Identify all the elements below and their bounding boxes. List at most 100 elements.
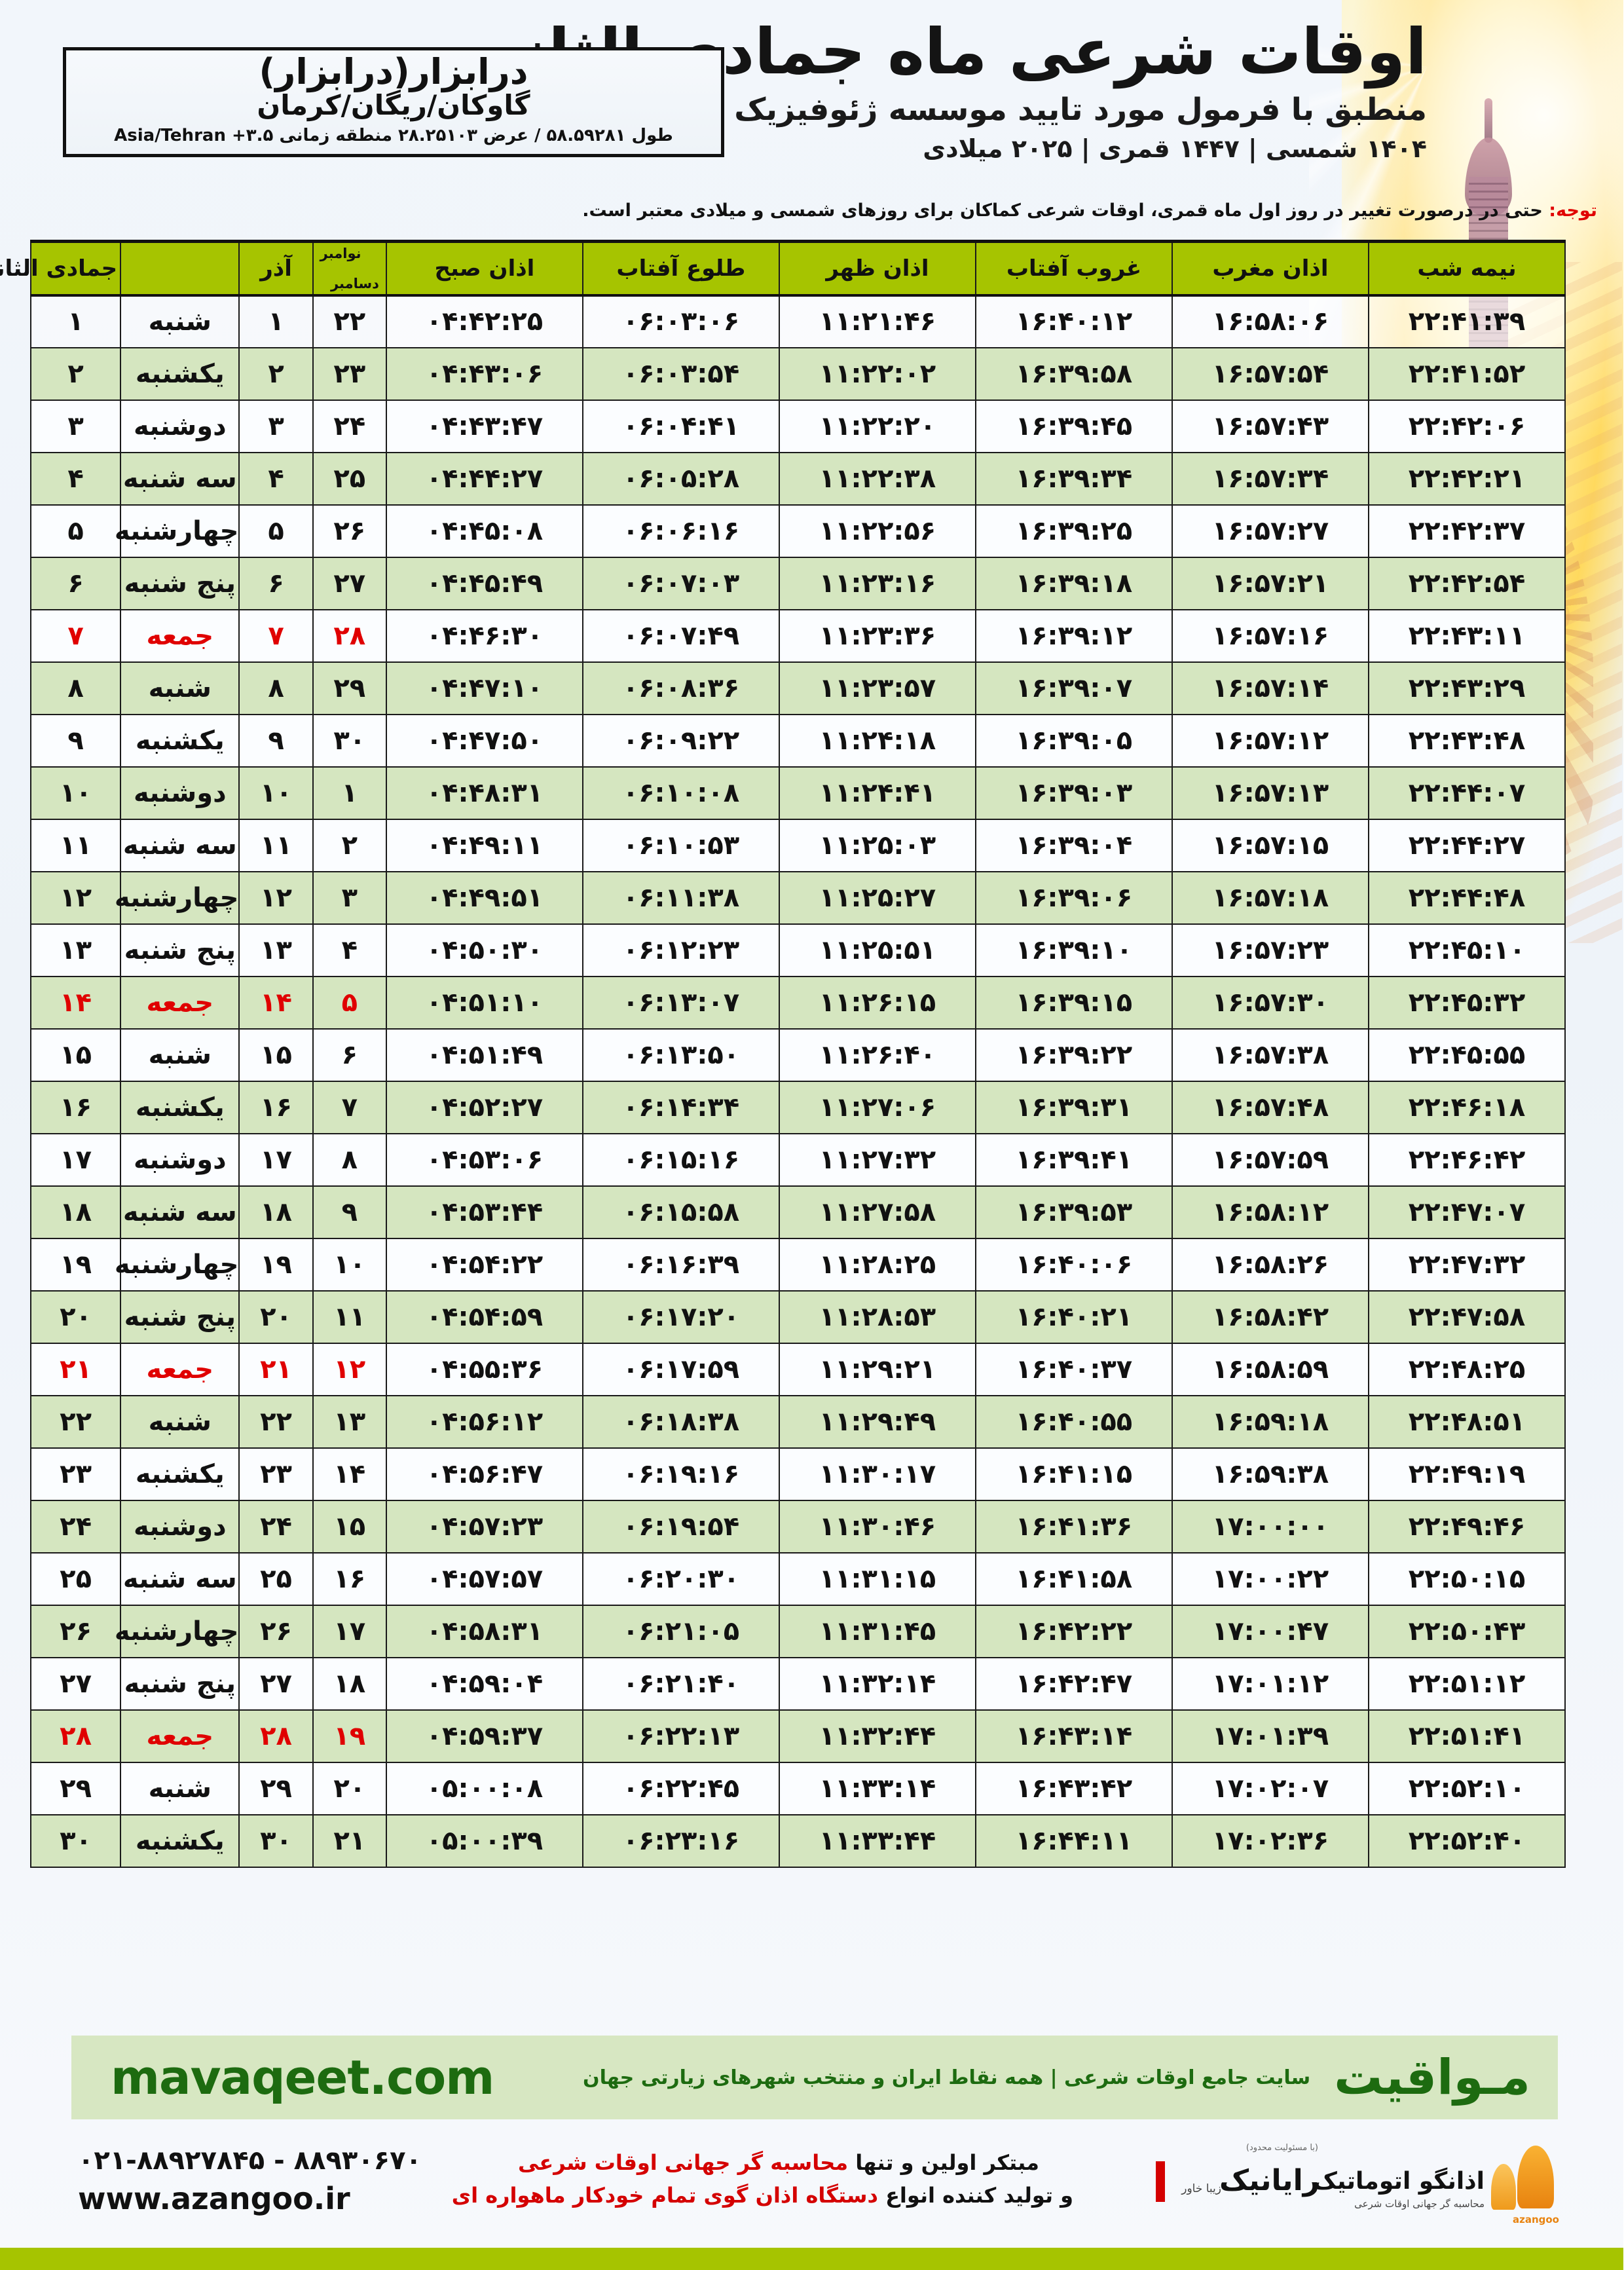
cell-persian-day: ۳۰	[239, 1814, 314, 1868]
cell-persian-day: ۱۱	[239, 818, 314, 872]
cell-gregorian-day: ۲	[312, 818, 388, 872]
cell-sunset: ۱۶:۴۱:۳۶	[975, 1499, 1173, 1554]
cell-sunrise: ۰۶:۰۸:۳۶	[582, 661, 781, 715]
cell-weekday: سه شنبه	[120, 818, 241, 872]
cell-gregorian-day: ۲۹	[312, 661, 388, 715]
cell-maghrib: ۱۷:۰۲:۳۶	[1172, 1814, 1370, 1868]
cell-weekday: یکشنبه	[120, 1080, 241, 1134]
cell-sunset: ۱۶:۴۴:۱۱	[975, 1814, 1173, 1868]
cell-fajr: ۰۴:۴۲:۲۵	[386, 294, 584, 348]
cell-midnight: ۲۲:۴۶:۱۸	[1368, 1080, 1567, 1134]
cell-persian-day: ۲۴	[239, 1499, 314, 1554]
cell-sunset: ۱۶:۳۹:۰۴	[975, 818, 1173, 872]
cell-gregorian-day: ۳	[312, 870, 388, 925]
table-row: ۲۲:۴۶:۴۲ ۱۶:۵۷:۵۹ ۱۶:۳۹:۴۱ ۱۱:۲۷:۳۲ ۰۶:۱۵:۱۶…	[30, 1132, 1567, 1187]
cell-hijri-day: ۱	[30, 294, 122, 348]
cell-dhuhr: ۱۱:۲۲:۵۶	[779, 504, 977, 558]
cell-midnight: ۲۲:۵۰:۱۵	[1368, 1552, 1567, 1606]
cell-maghrib: ۱۶:۵۹:۳۸	[1172, 1447, 1370, 1501]
cell-weekday: چهارشنبه	[115, 870, 241, 925]
cell-hijri-day: ۱۵	[30, 1028, 122, 1082]
cell-dhuhr: ۱۱:۲۵:۲۷	[779, 870, 977, 925]
cell-sunrise: ۰۶:۰۷:۴۹	[582, 608, 781, 663]
cell-midnight: ۲۲:۴۳:۲۹	[1368, 661, 1567, 715]
cell-persian-day: ۸	[239, 661, 314, 715]
cell-weekday: سه شنبه	[120, 1552, 241, 1606]
cell-weekday: یکشنبه	[120, 346, 241, 401]
cell-sunrise: ۰۶:۲۱:۴۰	[582, 1656, 781, 1711]
cell-dhuhr: ۱۱:۲۱:۴۶	[779, 294, 977, 348]
cell-gregorian-day: ۳۰	[312, 713, 388, 768]
gregorian-month-bottom: دسامبر	[331, 275, 380, 291]
cell-weekday: دوشنبه	[120, 766, 241, 820]
cell-midnight: ۲۲:۵۱:۱۲	[1368, 1656, 1567, 1711]
cell-fajr: ۰۴:۵۸:۳۱	[386, 1604, 584, 1658]
cell-sunrise: ۰۶:۲۲:۱۳	[582, 1709, 781, 1763]
cell-midnight: ۲۲:۴۳:۴۸	[1368, 713, 1567, 768]
cell-sunset: ۱۶:۳۹:۴۵	[975, 399, 1173, 453]
cell-sunrise: ۰۶:۱۲:۲۳	[582, 923, 781, 977]
cell-fajr: ۰۴:۵۷:۵۷	[386, 1552, 584, 1606]
cell-gregorian-day: ۲۳	[312, 346, 388, 401]
footer-website[interactable]: www.azangoo.ir	[79, 2181, 351, 2216]
cell-fajr: ۰۴:۵۴:۲۲	[386, 1237, 584, 1292]
cell-fajr: ۰۴:۴۳:۴۷	[386, 399, 584, 453]
cell-sunrise: ۰۶:۲۳:۱۶	[582, 1814, 781, 1868]
cell-fajr: ۰۵:۰۰:۰۸	[386, 1761, 584, 1815]
column-header-fajr: اذان صبح	[386, 240, 584, 297]
cell-midnight: ۲۲:۴۲:۰۶	[1368, 399, 1567, 453]
prayer-times-table-wrapper: نیمه شب اذان مغرب غروب آفتاب اذان ظهر طل…	[0, 240, 1567, 1868]
cell-weekday: پنج شنبه	[120, 1656, 241, 1711]
cell-persian-day: ۲۵	[239, 1552, 314, 1606]
slogan-2-plain: و تولید کننده انواع	[878, 2182, 1074, 2208]
cell-sunset: ۱۶:۳۹:۲۲	[975, 1028, 1173, 1082]
column-header-hijri-month: جمادی الثانی	[0, 240, 122, 297]
cell-gregorian-day: ۱۸	[312, 1656, 388, 1711]
cell-hijri-day: ۲۰	[30, 1290, 122, 1344]
cell-persian-day: ۱۴	[239, 975, 314, 1030]
cell-sunset: ۱۶:۳۹:۱۰	[975, 923, 1173, 977]
table-row: ۲۲:۴۲:۲۱ ۱۶:۵۷:۳۴ ۱۶:۳۹:۳۴ ۱۱:۲۲:۳۸ ۰۶:۰۵:۲۸…	[30, 451, 1567, 506]
footer-brand-band: مـواقیت سایت جامع اوقات شرعی | همه نقاط …	[72, 2036, 1559, 2119]
cell-maghrib: ۱۶:۵۸:۲۶	[1172, 1237, 1370, 1292]
table-row: ۲۲:۴۷:۵۸ ۱۶:۵۸:۴۲ ۱۶:۴۰:۲۱ ۱۱:۲۸:۵۳ ۰۶:۱۷:۲۰…	[30, 1290, 1567, 1344]
cell-weekday: شنبه	[120, 1394, 241, 1449]
cell-sunset: ۱۶:۴۳:۱۴	[975, 1709, 1173, 1763]
cell-persian-day: ۷	[239, 608, 314, 663]
footer-domain[interactable]: mavaqeet.com	[111, 2050, 495, 2105]
cell-sunrise: ۰۶:۱۰:۰۸	[582, 766, 781, 820]
cell-persian-day: ۱۵	[239, 1028, 314, 1082]
cell-weekday: جمعه	[120, 608, 241, 663]
cell-gregorian-day: ۷	[312, 1080, 388, 1134]
cell-sunrise: ۰۶:۱۹:۱۶	[582, 1447, 781, 1501]
cell-dhuhr: ۱۱:۲۶:۱۵	[779, 975, 977, 1030]
cell-persian-day: ۲۱	[239, 1342, 314, 1396]
cell-sunset: ۱۶:۴۱:۵۸	[975, 1552, 1173, 1606]
cell-sunset: ۱۶:۴۰:۲۱	[975, 1290, 1173, 1344]
cell-midnight: ۲۲:۴۹:۱۹	[1368, 1447, 1567, 1501]
cell-persian-day: ۲۷	[239, 1656, 314, 1711]
cell-persian-day: ۱۷	[239, 1132, 314, 1187]
cell-weekday: جمعه	[120, 975, 241, 1030]
cell-hijri-day: ۲۷	[30, 1656, 122, 1711]
cell-fajr: ۰۴:۵۳:۰۶	[386, 1132, 584, 1187]
cell-weekday: دوشنبه	[120, 1499, 241, 1554]
cell-fajr: ۰۴:۵۶:۴۷	[386, 1447, 584, 1501]
cell-midnight: ۲۲:۴۳:۱۱	[1368, 608, 1567, 663]
cell-gregorian-day: ۱۷	[312, 1604, 388, 1658]
cell-hijri-day: ۱۴	[30, 975, 122, 1030]
cell-sunrise: ۰۶:۲۲:۴۵	[582, 1761, 781, 1815]
cell-sunset: ۱۶:۳۹:۱۵	[975, 975, 1173, 1030]
column-header-sunset: غروب آفتاب	[975, 240, 1173, 297]
cell-persian-day: ۱۳	[239, 923, 314, 977]
cell-hijri-day: ۴	[30, 451, 122, 506]
cell-gregorian-day: ۲۲	[312, 294, 388, 348]
cell-dhuhr: ۱۱:۲۲:۲۰	[779, 399, 977, 453]
cell-weekday: شنبه	[120, 1028, 241, 1082]
cell-hijri-day: ۲۶	[30, 1604, 122, 1658]
cell-dhuhr: ۱۱:۳۳:۴۴	[779, 1814, 977, 1868]
cell-sunrise: ۰۶:۱۵:۵۸	[582, 1185, 781, 1239]
table-row: ۲۲:۴۸:۲۵ ۱۶:۵۸:۵۹ ۱۶:۴۰:۳۷ ۱۱:۲۹:۲۱ ۰۶:۱۷:۵۹…	[30, 1342, 1567, 1396]
cell-maghrib: ۱۷:۰۰:۴۷	[1172, 1604, 1370, 1658]
slogan-1-plain: مبتکر اولین و تنها	[849, 2150, 1040, 2175]
